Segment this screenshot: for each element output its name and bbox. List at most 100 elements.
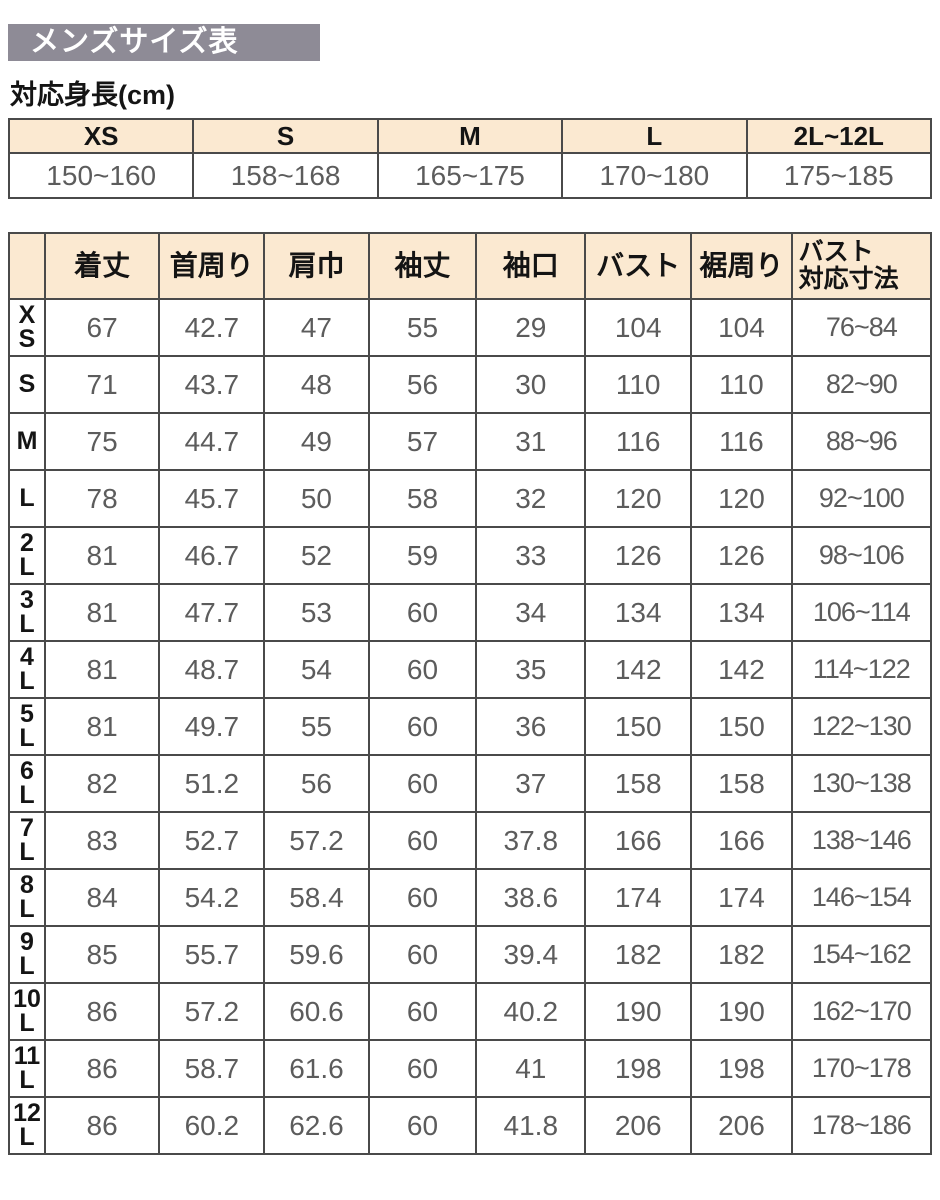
table-row: 6 L 82 51.2 56 60 37 158 158 130~138 (8, 754, 933, 813)
size-value-cell: 78 (43, 469, 161, 528)
height-col-header: XS (7, 118, 195, 154)
size-col-header: バスト (584, 232, 693, 300)
size-value-cell: 170~178 (790, 1039, 933, 1098)
size-value-cell: 54 (263, 640, 370, 699)
size-value-cell: 29 (475, 298, 587, 357)
size-value-cell: 32 (475, 469, 587, 528)
size-col-header: バスト 対応寸法 (790, 232, 933, 300)
size-row-label: M (8, 412, 46, 471)
size-value-cell: 81 (43, 526, 161, 585)
size-value-cell: 71 (43, 355, 161, 414)
size-value-cell: 92~100 (790, 469, 933, 528)
size-value-cell: 134 (584, 583, 693, 642)
size-col-header: 着丈 (43, 232, 161, 300)
size-row-label: 6 L (8, 754, 46, 813)
table-row: 7 L 83 52.7 57.2 60 37.8 166 166 138~146 (8, 811, 933, 870)
size-value-cell: 61.6 (263, 1039, 370, 1098)
size-col-header: 裾周り (690, 232, 793, 300)
size-value-cell: 116 (584, 412, 693, 471)
size-row-label: X S (8, 298, 46, 357)
size-value-cell: 82 (43, 754, 161, 813)
size-value-cell: 81 (43, 697, 161, 756)
size-value-cell: 31 (475, 412, 587, 471)
size-value-cell: 88~96 (790, 412, 933, 471)
size-value-cell: 53 (263, 583, 370, 642)
size-value-cell: 120 (584, 469, 693, 528)
size-value-cell: 75 (43, 412, 161, 471)
size-corner-cell (8, 232, 46, 300)
size-value-cell: 190 (584, 982, 693, 1041)
size-value-cell: 116 (690, 412, 793, 471)
size-value-cell: 59.6 (263, 925, 370, 984)
size-value-cell: 166 (584, 811, 693, 870)
size-row-label: 8 L (8, 868, 46, 927)
size-value-cell: 67 (43, 298, 161, 357)
size-value-cell: 58 (367, 469, 478, 528)
size-value-cell: 86 (43, 1039, 161, 1098)
size-value-cell: 126 (690, 526, 793, 585)
table-row: L 78 45.7 50 58 32 120 120 92~100 (8, 469, 933, 528)
height-value: 170~180 (561, 152, 748, 199)
size-value-cell: 81 (43, 583, 161, 642)
size-value-cell: 39.4 (475, 925, 587, 984)
size-value-cell: 178~186 (790, 1096, 933, 1155)
height-section-label: 対応身長(cm) (10, 80, 176, 110)
size-value-cell: 182 (584, 925, 693, 984)
size-value-cell: 35 (475, 640, 587, 699)
size-value-cell: 206 (690, 1096, 793, 1155)
size-row-label: 12 L (8, 1096, 46, 1155)
size-value-cell: 60 (367, 868, 478, 927)
size-value-cell: 55 (367, 298, 478, 357)
size-value-cell: 104 (690, 298, 793, 357)
size-value-cell: 52 (263, 526, 370, 585)
size-value-cell: 33 (475, 526, 587, 585)
size-value-cell: 134 (690, 583, 793, 642)
size-row-label: 11 L (8, 1039, 46, 1098)
size-value-cell: 142 (690, 640, 793, 699)
size-value-cell: 60 (367, 754, 478, 813)
size-value-cell: 206 (584, 1096, 693, 1155)
size-value-cell: 57 (367, 412, 478, 471)
size-value-cell: 84 (43, 868, 161, 927)
size-value-cell: 198 (584, 1039, 693, 1098)
size-row-label: 2 L (8, 526, 46, 585)
height-value: 165~175 (376, 152, 564, 199)
size-value-cell: 154~162 (790, 925, 933, 984)
size-value-cell: 190 (690, 982, 793, 1041)
size-row-label: 3 L (8, 583, 46, 642)
size-col-header: 袖口 (475, 232, 587, 300)
size-value-cell: 47.7 (158, 583, 266, 642)
size-value-cell: 110 (690, 355, 793, 414)
size-value-cell: 146~154 (790, 868, 933, 927)
size-value-cell: 182 (690, 925, 793, 984)
size-value-cell: 49 (263, 412, 370, 471)
height-value: 158~168 (192, 152, 379, 199)
size-value-cell: 55 (263, 697, 370, 756)
size-value-cell: 104 (584, 298, 693, 357)
table-row: 9 L 85 55.7 59.6 60 39.4 182 182 154~162 (8, 925, 933, 984)
size-value-cell: 60 (367, 640, 478, 699)
size-value-cell: 130~138 (790, 754, 933, 813)
size-value-cell: 98~106 (790, 526, 933, 585)
size-value-cell: 120 (690, 469, 793, 528)
table-row: 12 L 86 60.2 62.6 60 41.8 206 206 178~186 (8, 1096, 933, 1155)
size-value-cell: 48.7 (158, 640, 266, 699)
size-value-cell: 82~90 (790, 355, 933, 414)
size-value-cell: 30 (475, 355, 587, 414)
table-row: 4 L 81 48.7 54 60 35 142 142 114~122 (8, 640, 933, 699)
size-value-cell: 36 (475, 697, 587, 756)
size-value-cell: 126 (584, 526, 693, 585)
size-value-cell: 45.7 (158, 469, 266, 528)
table-row: 11 L 86 58.7 61.6 60 41 198 198 170~178 (8, 1039, 933, 1098)
height-value: 150~160 (7, 152, 195, 199)
height-table-header-row: XS S M L 2L~12L (7, 118, 933, 154)
size-value-cell: 60.2 (158, 1096, 266, 1155)
size-value-cell: 46.7 (158, 526, 266, 585)
size-value-cell: 60 (367, 583, 478, 642)
size-value-cell: 166 (690, 811, 793, 870)
size-value-cell: 57.2 (158, 982, 266, 1041)
table-row: M 75 44.7 49 57 31 116 116 88~96 (8, 412, 933, 471)
size-value-cell: 58.4 (263, 868, 370, 927)
size-value-cell: 60 (367, 1039, 478, 1098)
size-row-label: 5 L (8, 697, 46, 756)
